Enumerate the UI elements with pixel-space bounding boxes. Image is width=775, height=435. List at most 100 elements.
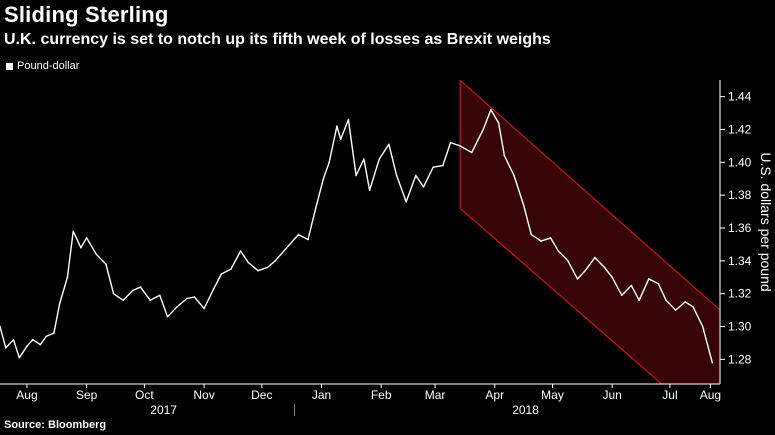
downtrend-channel: [460, 80, 720, 384]
y-tick-label: 1.38: [728, 188, 752, 202]
data-point: [684, 301, 687, 303]
data-point: [336, 125, 338, 127]
legend-label-pound-dollar: Pound-dollar: [17, 60, 80, 72]
x-tick-label: Nov: [193, 388, 214, 402]
data-point: [58, 302, 61, 305]
data-point: [5, 347, 7, 349]
data-point: [314, 207, 317, 210]
data-point: [584, 269, 586, 272]
x-tick-label: Oct: [135, 388, 154, 402]
data-point: [432, 166, 435, 168]
data-point: [166, 315, 169, 318]
y-tick-label: 1.36: [728, 221, 752, 235]
legend-swatch-pound-dollar: [6, 62, 13, 70]
data-point: [665, 299, 667, 302]
data-point: [347, 118, 350, 121]
data-point: [239, 250, 242, 252]
data-point: [220, 273, 223, 275]
data-point: [72, 230, 74, 233]
data-point: [18, 356, 21, 359]
chart-subtitle: U.K. currency is set to notch up its fif…: [4, 31, 551, 48]
data-point: [39, 343, 42, 346]
data-point: [274, 260, 277, 262]
x-tick-label: Jun: [603, 388, 622, 402]
x-tick-label: Mar: [425, 388, 446, 402]
data-point: [567, 260, 569, 262]
x-tick-label: Dec: [251, 388, 272, 402]
year-label: 2017: [150, 403, 177, 417]
source-note: Source: Bloomberg: [4, 419, 107, 431]
data-point: [530, 233, 533, 236]
data-point: [132, 289, 134, 292]
data-point: [711, 361, 714, 364]
x-tick-label: May: [541, 388, 564, 402]
data-point: [576, 278, 579, 280]
data-point: [339, 138, 342, 141]
x-tick-label: Jul: [662, 388, 677, 402]
data-point: [549, 237, 552, 239]
y-tick-label: 1.44: [728, 90, 752, 104]
data-point: [503, 154, 506, 157]
data-point: [122, 299, 124, 302]
y-tick-label: 1.34: [728, 254, 752, 268]
data-point: [363, 158, 365, 160]
data-point: [522, 204, 525, 206]
data-point: [112, 292, 115, 295]
data-point: [497, 122, 500, 124]
data-point: [159, 294, 161, 297]
data-point: [286, 246, 288, 249]
data-point: [31, 338, 34, 341]
data-point: [212, 288, 215, 290]
chart-title: Sliding Sterling: [4, 2, 169, 27]
channel-lower-edge: [459, 207, 663, 384]
data-point: [470, 151, 473, 154]
x-tick-label: Feb: [371, 388, 392, 402]
data-point: [297, 233, 300, 236]
data-point: [490, 109, 492, 111]
data-point: [80, 246, 82, 249]
data-point: [638, 299, 640, 302]
data-point: [53, 332, 55, 334]
data-point: [266, 266, 269, 269]
data-point: [630, 284, 633, 287]
y-tick-label: 1.28: [728, 352, 752, 366]
data-point: [85, 237, 88, 239]
data-point: [149, 299, 151, 302]
data-point: [26, 345, 28, 348]
data-point: [12, 338, 15, 341]
data-point: [692, 306, 694, 308]
data-point: [422, 186, 425, 188]
x-tick-label: Jan: [312, 388, 331, 402]
data-point: [482, 128, 485, 131]
y-axis-title: U.S. dollars per pound: [758, 152, 774, 291]
data-point: [203, 307, 205, 310]
data-point: [621, 294, 623, 297]
data-point: [66, 276, 69, 279]
data-point: [405, 200, 408, 203]
x-tick-label: Aug: [16, 388, 37, 402]
data-point: [193, 296, 196, 298]
data-point: [701, 325, 704, 328]
y-tick-label: 1.30: [728, 320, 752, 334]
data-point: [0, 325, 1, 328]
x-tick-label: Apr: [485, 388, 504, 402]
data-point: [257, 269, 259, 272]
data-point: [368, 189, 371, 191]
data-point: [449, 141, 452, 144]
legend: Pound-dollar: [6, 60, 79, 72]
data-point: [388, 143, 390, 146]
data-point: [230, 268, 232, 270]
data-point: [442, 164, 444, 167]
data-point: [594, 256, 596, 259]
data-point: [395, 174, 398, 177]
data-point: [540, 240, 542, 242]
data-point: [657, 283, 660, 285]
data-point: [176, 306, 178, 308]
data-point: [513, 174, 515, 177]
year-label: 2018: [512, 403, 539, 417]
data-point: [322, 177, 325, 180]
data-point: [603, 266, 606, 269]
x-tick-label: Sep: [76, 388, 98, 402]
data-point: [611, 276, 613, 279]
